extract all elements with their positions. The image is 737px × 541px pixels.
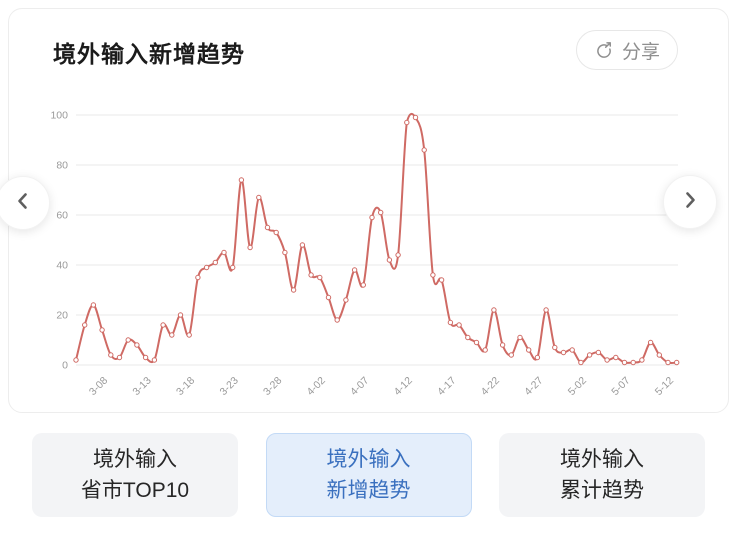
svg-text:100: 100: [50, 110, 68, 122]
svg-text:5-02: 5-02: [566, 375, 589, 398]
svg-text:3-13: 3-13: [130, 375, 153, 398]
tab-label-line2: 省市TOP10: [80, 479, 190, 502]
trend-card: 境外输入新增趋势 分享 0 20 40 60 80 100 3-08 3-13 3-18 3-23…: [8, 8, 729, 413]
svg-text:0: 0: [62, 360, 68, 372]
share-icon: [594, 40, 615, 61]
chart-canvas: 0 20 40 60 80 100 3-08 3-13 3-18 3-23 3-28 4-02 4-07…: [50, 110, 680, 398]
svg-text:3-18: 3-18: [174, 375, 197, 398]
svg-text:80: 80: [56, 160, 68, 172]
svg-text:4-07: 4-07: [348, 375, 371, 398]
page-title: 境外输入新增趋势: [53, 41, 245, 67]
svg-text:20: 20: [56, 310, 68, 322]
svg-text:5-07: 5-07: [609, 375, 632, 398]
svg-text:60: 60: [56, 210, 68, 222]
tab-label-line1: 境外输入: [326, 448, 411, 471]
chart-tab-bar: 境外输入 省市TOP10 境外输入 新增趋势 境外输入 累计趋势: [0, 433, 737, 517]
chevron-right-icon: [678, 188, 702, 217]
svg-text:3-08: 3-08: [87, 375, 110, 398]
tab-label-line2: 新增趋势: [326, 479, 411, 502]
tab-imported-new-trend[interactable]: 境外输入 新增趋势: [265, 433, 472, 517]
svg-text:3-28: 3-28: [261, 375, 284, 398]
tab-label-line2: 累计趋势: [560, 479, 644, 502]
svg-text:4-27: 4-27: [522, 375, 545, 398]
chevron-left-icon: [11, 189, 35, 218]
share-button[interactable]: 分享: [575, 30, 678, 70]
trend-line-chart: 0 20 40 60 80 100 3-08 3-13 3-18 3-23 3-28 4-02 4-07…: [9, 9, 728, 412]
tab-imported-cumulative-trend[interactable]: 境外输入 累计趋势: [499, 433, 705, 517]
tab-label-line1: 境外输入: [93, 448, 177, 471]
carousel-prev-button[interactable]: [0, 176, 50, 230]
svg-text:40: 40: [56, 260, 68, 272]
share-button-label: 分享: [621, 41, 660, 63]
tab-label-line1: 境外输入: [560, 448, 644, 471]
svg-text:4-17: 4-17: [435, 375, 458, 398]
tab-imported-top10[interactable]: 境外输入 省市TOP10: [32, 433, 238, 517]
svg-text:3-23: 3-23: [217, 375, 240, 398]
svg-text:4-22: 4-22: [479, 375, 502, 398]
carousel-next-button[interactable]: [663, 175, 717, 229]
svg-text:4-02: 4-02: [305, 375, 328, 398]
svg-text:4-12: 4-12: [392, 375, 415, 398]
svg-text:5-12: 5-12: [653, 375, 676, 398]
